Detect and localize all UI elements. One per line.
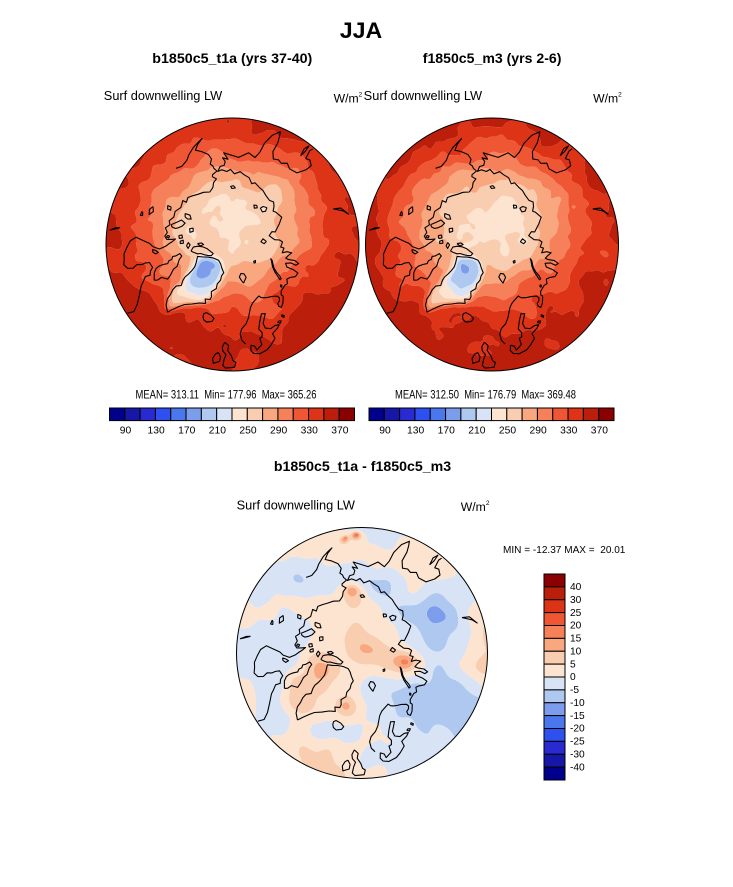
svg-text:5: 5 xyxy=(570,659,576,670)
svg-text:30: 30 xyxy=(570,595,582,606)
svg-text:290: 290 xyxy=(270,426,287,437)
svg-text:MEAN= 313.11 Min= 177.96 Max: MEAN= 313.11 Min= 177.96 Max= 365.26 xyxy=(136,387,317,401)
svg-text:370: 370 xyxy=(331,426,348,437)
svg-text:170: 170 xyxy=(178,426,195,437)
svg-text:W/m2: W/m2 xyxy=(461,500,490,514)
svg-text:90: 90 xyxy=(379,426,391,437)
svg-text:20: 20 xyxy=(570,621,582,632)
svg-text:MEAN= 312.50 Min= 176.79 Max: MEAN= 312.50 Min= 176.79 Max= 369.48 xyxy=(395,387,576,401)
svg-text:0: 0 xyxy=(570,672,576,683)
svg-text:40: 40 xyxy=(570,582,582,593)
svg-text:-10: -10 xyxy=(570,698,585,709)
svg-text:-25: -25 xyxy=(570,737,585,748)
svg-text:210: 210 xyxy=(468,426,485,437)
svg-text:330: 330 xyxy=(301,426,318,437)
svg-text:Surf downwelling LW: Surf downwelling LW xyxy=(237,499,356,513)
svg-text:b1850c5_t1a (yrs 37-40): b1850c5_t1a (yrs 37-40) xyxy=(152,51,312,67)
svg-text:b1850c5_t1a - f1850c5_m3: b1850c5_t1a - f1850c5_m3 xyxy=(274,459,451,475)
svg-text:Surf downwelling LW: Surf downwelling LW xyxy=(364,89,483,103)
svg-text:W/m2: W/m2 xyxy=(334,91,363,105)
svg-text:MIN = -12.37 MAX = 20.01: MIN = -12.37 MAX = 20.01 xyxy=(503,545,626,556)
svg-text:330: 330 xyxy=(560,426,577,437)
svg-text:210: 210 xyxy=(209,426,226,437)
svg-text:W/m2: W/m2 xyxy=(593,91,622,105)
svg-text:250: 250 xyxy=(239,426,256,437)
svg-text:290: 290 xyxy=(530,426,547,437)
svg-text:130: 130 xyxy=(407,426,424,437)
svg-text:-15: -15 xyxy=(570,711,585,722)
svg-text:-40: -40 xyxy=(570,762,585,773)
svg-text:f1850c5_m3 (yrs 2-6): f1850c5_m3 (yrs 2-6) xyxy=(423,51,562,67)
svg-text:130: 130 xyxy=(148,426,165,437)
svg-text:90: 90 xyxy=(120,426,132,437)
svg-text:JJA: JJA xyxy=(340,18,383,43)
svg-text:370: 370 xyxy=(591,426,608,437)
svg-text:250: 250 xyxy=(499,426,516,437)
svg-text:15: 15 xyxy=(570,634,582,645)
svg-text:25: 25 xyxy=(570,608,582,619)
svg-text:10: 10 xyxy=(570,646,582,657)
svg-text:-30: -30 xyxy=(570,749,585,760)
svg-text:-20: -20 xyxy=(570,724,585,735)
svg-text:Surf downwelling LW: Surf downwelling LW xyxy=(104,89,223,103)
svg-text:-5: -5 xyxy=(570,685,579,696)
svg-text:170: 170 xyxy=(438,426,455,437)
